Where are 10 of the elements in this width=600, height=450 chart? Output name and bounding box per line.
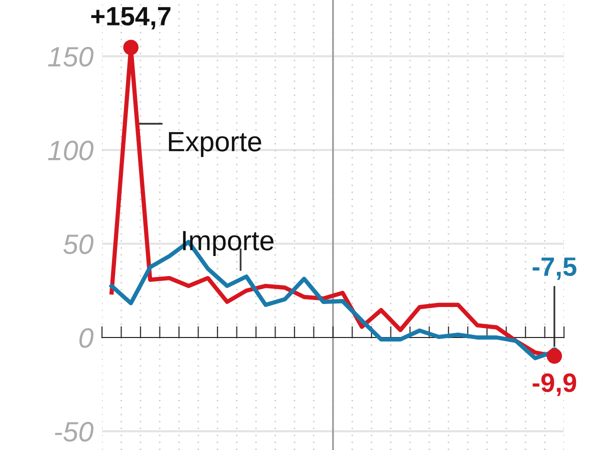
data-label: +154,7 [91, 7, 170, 30]
y-tick-label: 50 [63, 234, 94, 254]
y-tick-label: 0 [79, 328, 94, 348]
series-label: Exporte [168, 132, 262, 157]
y-tick-label: 150 [48, 46, 94, 67]
data-label: -9,9 [532, 373, 576, 396]
series-label: Importe [183, 231, 274, 256]
y-tick-label: -50 [54, 422, 94, 442]
data-label: -7,5 [532, 258, 576, 280]
y-tick-label: 100 [48, 140, 94, 160]
